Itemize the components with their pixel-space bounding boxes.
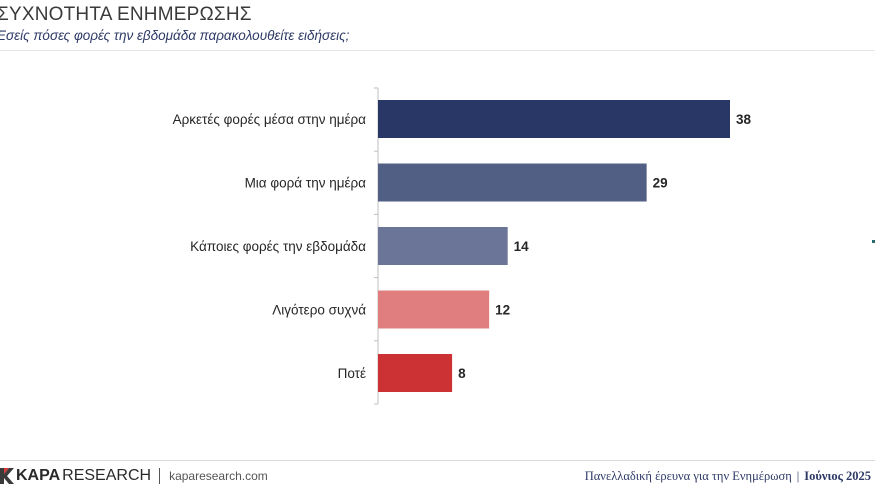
header-divider bbox=[0, 50, 875, 51]
chart-subtitle: Εσείς πόσες φορές την εβδομάδα παρακολου… bbox=[0, 28, 350, 43]
data-label: 12 bbox=[495, 303, 510, 318]
logo-separator bbox=[159, 468, 161, 484]
logo-bold-text: KAPA bbox=[16, 467, 61, 484]
survey-name: Πανελλαδική έρευνα για την Ενημέρωση bbox=[584, 469, 792, 483]
survey-date: Ιούνιος 2025 bbox=[804, 469, 871, 483]
bar bbox=[378, 290, 490, 329]
logo-text: RESEARCH bbox=[62, 467, 152, 484]
bar bbox=[378, 227, 508, 265]
data-label: 38 bbox=[736, 112, 752, 127]
category-label: Κάποιες φορές την εβδομάδα bbox=[190, 239, 366, 254]
chart-title: ΣΥΧΝΟΤΗΤΑ ΕΝΗΜΕΡΩΣΗΣ bbox=[0, 4, 252, 25]
website-link[interactable]: kaparesearch.com bbox=[169, 469, 268, 483]
category-label: Μια φορά την ημέρα bbox=[245, 176, 367, 191]
footer-separator: | bbox=[796, 469, 800, 483]
kapa-k-icon bbox=[0, 468, 14, 484]
category-label: Αρκετές φορές μέσα στην ημέρα bbox=[173, 112, 367, 127]
footer-survey-info: Πανελλαδική έρευνα για την Ενημέρωση | Ιού… bbox=[585, 469, 871, 484]
data-label: 29 bbox=[653, 176, 668, 191]
category-label: Λιγότερο συχνά bbox=[272, 303, 366, 318]
bar-chart: Αρκετές φορές μέσα στην ημέρα 38 Μια φορά … bbox=[173, 87, 752, 405]
edge-marker bbox=[872, 240, 875, 243]
category-label: Ποτέ bbox=[338, 366, 366, 381]
kapa-research-logo: KAPA RESEARCH kaparesearch.com bbox=[0, 467, 268, 485]
data-label: 14 bbox=[514, 239, 530, 254]
footer-divider bbox=[0, 460, 875, 461]
bar bbox=[378, 163, 647, 202]
bar bbox=[378, 100, 730, 138]
data-label: 8 bbox=[458, 366, 466, 381]
bar bbox=[378, 354, 453, 392]
